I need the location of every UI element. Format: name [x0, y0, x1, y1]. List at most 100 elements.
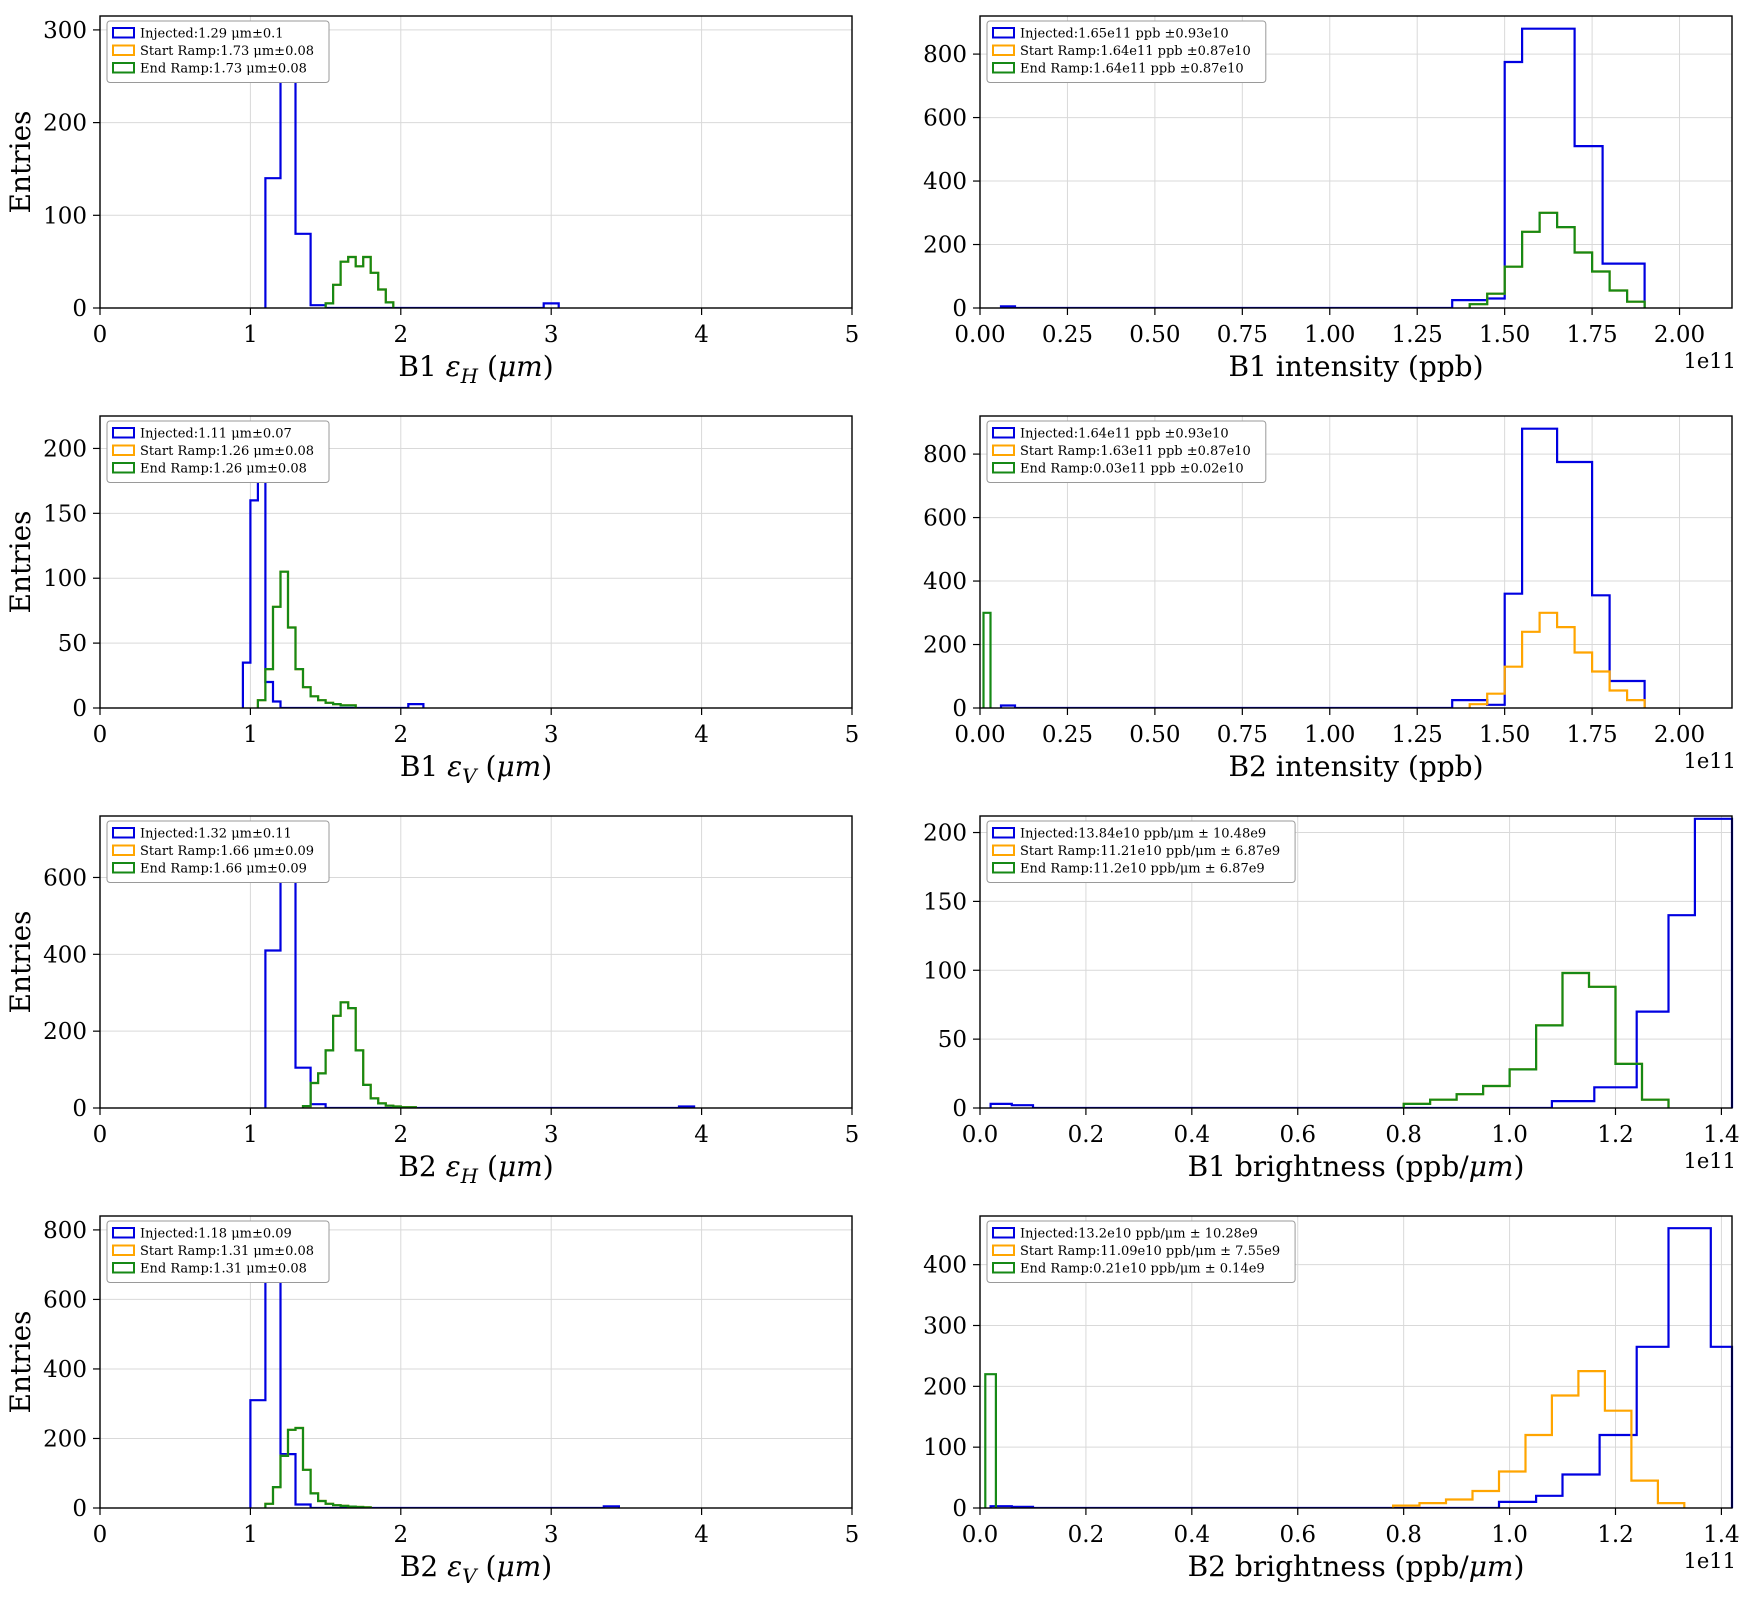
legend-item-end_ramp: End Ramp:1.73 μm±0.08	[112, 62, 307, 77]
x-axis-label: B1 εH (μm)	[398, 350, 553, 388]
y-tick-label: 800	[43, 1218, 87, 1244]
y-tick-label: 300	[43, 18, 87, 44]
x-tick-label: 0	[93, 722, 108, 748]
legend: Injected:1.29 μm±0.1 Start Ramp:1.73 μm±0…	[106, 20, 330, 83]
x-axis: 0 1 2 3 4 5	[93, 308, 859, 348]
y-tick-label: 200	[923, 1374, 967, 1400]
legend-label: End Ramp:1.26 μm±0.08	[140, 462, 307, 477]
y-tick-label: 200	[923, 633, 967, 659]
y-tick-label: 600	[43, 865, 87, 891]
x-axis-label: B1 brightness (ppb/μm)	[1188, 1150, 1525, 1183]
y-tick-label: 150	[923, 889, 967, 915]
x-axis: 0.00 0.25 0.50 0.75 1.00 1.25 1.50 1.75 2.00	[954, 308, 1705, 348]
x-tick-label: 0	[93, 1122, 108, 1148]
x-axis-offset-label: 1e11	[1683, 1149, 1736, 1173]
legend: Injected:1.18 μm±0.09 Start Ramp:1.31 μm±…	[106, 1220, 330, 1283]
legend-swatch-injected	[992, 27, 1015, 39]
y-tick-label: 100	[923, 958, 967, 984]
legend-item-injected: Injected:1.29 μm±0.1	[112, 27, 284, 42]
x-tick-label: 1.4	[1703, 1122, 1740, 1148]
chart-b2-brightness: 0.0 0.2 0.4 0.6 0.8 1.0 1.2 1.4 0 100 200 300 400 B2 …	[880, 1200, 1760, 1600]
x-axis-label: B2 εH (μm)	[398, 1150, 553, 1188]
y-tick-label: 600	[923, 106, 967, 132]
legend-label: Injected:1.32 μm±0.11	[140, 827, 292, 842]
series-start_ramp	[1468, 611, 1646, 708]
x-tick-label: 1.75	[1566, 322, 1617, 348]
series-group	[249, 1235, 620, 1508]
y-tick-label: 50	[938, 1027, 967, 1053]
legend-item-injected: Injected:1.65e11 ppb ±0.93e10	[992, 27, 1229, 42]
legend-swatch-end_ramp	[112, 462, 135, 474]
x-axis: 0 1 2 3 4 5	[93, 1108, 859, 1148]
x-tick-label: 5	[845, 722, 860, 748]
chart-b2-intensity: 0.00 0.25 0.50 0.75 1.00 1.25 1.50 1.75 2.00 0 200…	[880, 400, 1760, 800]
series-start_ramp	[324, 255, 395, 308]
legend-label: Injected:1.29 μm±0.1	[140, 27, 284, 42]
chart-svg-b1-intensity: 0.00 0.25 0.50 0.75 1.00 1.25 1.50 1.75 2.00 0 200…	[923, 15, 1736, 383]
series-injected	[241, 427, 425, 708]
x-tick-label: 1.50	[1479, 322, 1530, 348]
legend: Injected:1.32 μm±0.11 Start Ramp:1.66 μm±…	[106, 820, 330, 883]
y-axis: 0 200 400 600 800	[923, 42, 980, 322]
legend-item-injected: Injected:13.84e10 ppb/μm ± 10.48e9	[992, 827, 1266, 842]
x-tick-label: 1.50	[1479, 722, 1530, 748]
series-group	[264, 826, 696, 1108]
legend-label: End Ramp:0.03e11 ppb ±0.02e10	[1020, 462, 1244, 477]
legend-item-injected: Injected:13.2e10 ppb/μm ± 10.28e9	[992, 1227, 1258, 1242]
legend-label: Injected:13.2e10 ppb/μm ± 10.28e9	[1020, 1227, 1258, 1242]
chart-b1-emittance-h: 0 1 2 3 4 5 0 100 200 300 Entries B1 εH (μm) Injecte…	[0, 0, 880, 400]
legend-label: Start Ramp:11.09e10 ppb/μm ± 7.55e9	[1020, 1244, 1280, 1259]
axes-spines	[99, 1215, 853, 1509]
x-tick-label: 1	[243, 722, 258, 748]
x-tick-label: 1.4	[1703, 1522, 1740, 1548]
y-tick-label: 100	[923, 1435, 967, 1461]
series-group	[241, 427, 425, 708]
legend-item-injected: Injected:1.18 μm±0.09	[112, 1227, 292, 1242]
legend-label: Injected:1.64e11 ppb ±0.93e10	[1020, 427, 1229, 442]
legend-item-injected: Injected:1.64e11 ppb ±0.93e10	[992, 427, 1229, 442]
legend-swatch-injected	[112, 27, 135, 39]
legend: Injected:1.64e11 ppb ±0.93e10 Start Ramp:…	[986, 420, 1267, 483]
series-group	[989, 817, 1734, 1108]
legend-swatch-end_ramp	[112, 862, 135, 874]
chart-b1-brightness: 0.0 0.2 0.4 0.6 0.8 1.0 1.2 1.4 0 50 100 150 200 B1 b…	[880, 800, 1760, 1200]
x-tick-label: 0.50	[1129, 322, 1180, 348]
axes-spines	[99, 415, 853, 709]
legend-swatch-injected	[112, 427, 135, 439]
y-axis: 0 200 400 600	[43, 865, 100, 1122]
axes-spines	[99, 815, 853, 1109]
x-tick-label: 0.2	[1068, 1122, 1105, 1148]
legend-item-end_ramp: End Ramp:1.66 μm±0.09	[112, 862, 307, 877]
y-tick-label: 200	[43, 111, 87, 137]
x-tick-label: 1.0	[1491, 1522, 1528, 1548]
y-tick-label: 150	[43, 501, 87, 527]
legend-swatch-start_ramp	[992, 444, 1015, 456]
x-tick-label: 4	[694, 1522, 709, 1548]
legend-label: Start Ramp:11.21e10 ppb/μm ± 6.87e9	[1020, 844, 1280, 859]
axes-spines	[99, 15, 853, 309]
x-tick-label: 0.6	[1279, 1122, 1316, 1148]
y-tick-label: 600	[923, 506, 967, 532]
legend-swatch-injected	[112, 1227, 135, 1239]
x-tick-label: 3	[544, 322, 559, 348]
legend-label: Start Ramp:1.63e11 ppb ±0.87e10	[1020, 444, 1251, 459]
y-tick-label: 200	[43, 1426, 87, 1452]
x-tick-label: 4	[694, 322, 709, 348]
chart-svg-b2-emittance-v: 0 1 2 3 4 5 0 200 400 600 800 Entries B2 εV (μm) Inje…	[4, 1215, 859, 1588]
axes-spines	[979, 815, 1733, 1109]
x-tick-label: 2.00	[1654, 322, 1705, 348]
x-tick-label: 0.25	[1042, 722, 1093, 748]
axes-spines	[979, 1215, 1733, 1509]
legend-swatch-end_ramp	[112, 62, 135, 74]
legend-item-end_ramp: End Ramp:1.64e11 ppb ±0.87e10	[992, 62, 1244, 77]
legend-swatch-start_ramp	[112, 444, 135, 456]
x-tick-label: 1.25	[1392, 722, 1443, 748]
chart-b1-emittance-v: 0 1 2 3 4 5 0 50 100 150 200 Entries B1 εV (μm) Injec…	[0, 400, 880, 800]
chart-svg-b1-brightness: 0.0 0.2 0.4 0.6 0.8 1.0 1.2 1.4 0 50 100 150 200 B1 b…	[923, 815, 1740, 1183]
y-tick-label: 400	[43, 942, 87, 968]
x-tick-label: 1	[243, 1122, 258, 1148]
legend-item-end_ramp: End Ramp:1.31 μm±0.08	[112, 1262, 307, 1277]
x-tick-label: 0.2	[1068, 1522, 1105, 1548]
legend-item-start_ramp: Start Ramp:1.66 μm±0.09	[112, 844, 314, 859]
